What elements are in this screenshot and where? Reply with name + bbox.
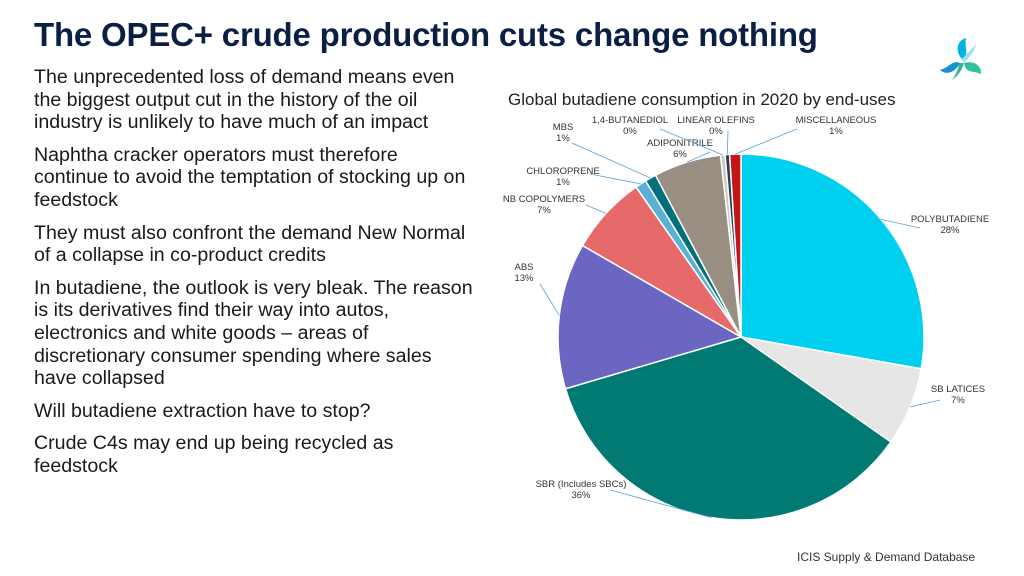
slice-label: POLYBUTADIENE 28% bbox=[911, 214, 989, 236]
slice-label: 1,4-BUTANEDIOL 0% bbox=[592, 115, 668, 137]
slice-label-name: SB LATICES bbox=[931, 384, 985, 395]
slice-label-value: 1% bbox=[829, 126, 843, 137]
slice-label-name: ABS bbox=[514, 262, 533, 273]
leader-line bbox=[539, 283, 560, 316]
chart-title: Global butadiene consumption in 2020 by … bbox=[508, 90, 896, 109]
bullet-item: In butadiene, the outlook is very bleak.… bbox=[34, 276, 473, 390]
slice-label: NB COPOLYMERS 7% bbox=[503, 194, 585, 216]
slice-label-name: SBR (Includes SBCs) bbox=[536, 479, 627, 490]
leader-line bbox=[686, 151, 711, 163]
bullet-item: Naphtha cracker operators must therefore… bbox=[34, 143, 466, 211]
slice-label: ABS 13% bbox=[514, 262, 534, 284]
leader-line bbox=[726, 130, 729, 155]
leader-line bbox=[659, 128, 723, 156]
leader-line bbox=[585, 204, 607, 214]
source-note: ICIS Supply & Demand Database bbox=[797, 550, 976, 564]
leader-line bbox=[735, 128, 798, 155]
slice-label-name: MISCELLANEOUS bbox=[796, 115, 877, 126]
slice-label-name: NB COPOLYMERS bbox=[503, 194, 585, 205]
slice-label-value: 13% bbox=[514, 273, 534, 284]
slice-label: LINEAR OLEFINS 0% bbox=[677, 115, 755, 137]
slice-label-name: MBS bbox=[553, 122, 574, 133]
leader-line bbox=[589, 173, 641, 185]
bullet-item: They must also confront the demand New N… bbox=[34, 221, 466, 267]
slice-label-value: 36% bbox=[571, 490, 591, 501]
slice-label: SBR (Includes SBCs) 36% bbox=[536, 479, 627, 501]
slice-label-value: 0% bbox=[709, 126, 723, 137]
slice-label-value: 0% bbox=[623, 126, 637, 137]
slice-label-name: CHLOROPRENE bbox=[526, 166, 599, 177]
slice-label-value: 6% bbox=[673, 149, 687, 160]
leader-line bbox=[609, 489, 712, 518]
slice-label: SB LATICES 7% bbox=[931, 384, 985, 406]
slice-label-name: ADIPONITRILE bbox=[647, 138, 713, 149]
slice-label-name: POLYBUTADIENE bbox=[911, 214, 989, 225]
slice-label: CHLOROPRENE 1% bbox=[526, 166, 599, 188]
bullet-list: The unprecedented loss of demand means e… bbox=[34, 66, 474, 488]
bullet-item: Will butadiene extraction have to stop? bbox=[34, 399, 371, 422]
slide-title: The OPEC+ crude production cuts change n… bbox=[34, 16, 818, 53]
slice-label: ADIPONITRILE 6% bbox=[647, 138, 713, 160]
slice-label: MBS 1% bbox=[553, 122, 574, 144]
slice-label-name: LINEAR OLEFINS bbox=[677, 115, 755, 126]
bullet-item: Crude C4s may end up being recycled as f… bbox=[34, 432, 394, 477]
slice-label-value: 1% bbox=[556, 177, 570, 188]
slice-label-value: 7% bbox=[537, 205, 551, 216]
bullet-item: The unprecedented loss of demand means e… bbox=[34, 66, 455, 134]
slice-label-value: 7% bbox=[951, 395, 965, 406]
leader-line bbox=[571, 142, 651, 179]
leader-line bbox=[881, 219, 921, 229]
slice-label-name: 1,4-BUTANEDIOL bbox=[592, 115, 668, 126]
slice-label-value: 28% bbox=[940, 225, 960, 236]
slice-label-value: 1% bbox=[556, 133, 570, 144]
leader-line bbox=[910, 399, 941, 408]
icis-logo-icon bbox=[940, 38, 982, 80]
slice-label: MISCELLANEOUS 1% bbox=[796, 115, 877, 137]
pie-slice-polybutadiene bbox=[740, 153, 925, 370]
